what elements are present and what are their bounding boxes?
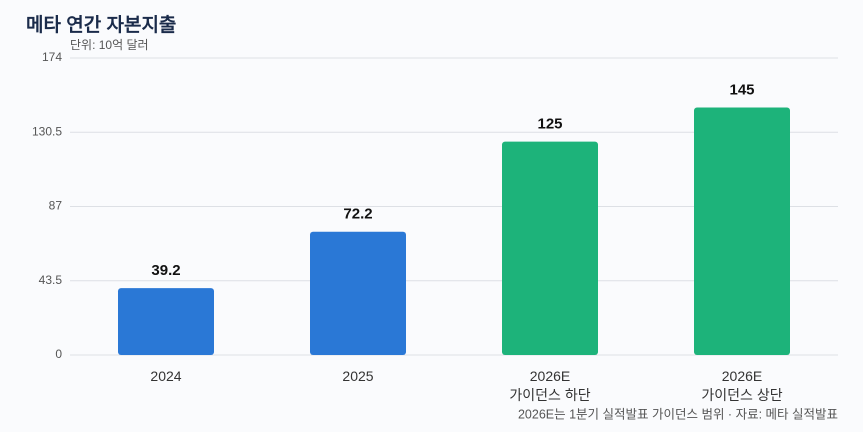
data-label: 72.2 bbox=[343, 206, 372, 223]
y-tick-label: 0 bbox=[55, 347, 62, 361]
x-tick-label: 2025 bbox=[342, 368, 374, 384]
bar bbox=[694, 107, 790, 355]
data-label: 39.2 bbox=[151, 262, 180, 279]
x-tick-label: 2026E 가이던스 하단 bbox=[509, 368, 591, 403]
y-tick-label: 87 bbox=[49, 199, 63, 213]
x-tick-label: 2024 bbox=[150, 368, 182, 384]
y-tick-label: 130.5 bbox=[32, 124, 62, 138]
data-label: 125 bbox=[537, 116, 562, 133]
y-tick-label: 43.5 bbox=[39, 273, 63, 287]
y-tick-label: 174 bbox=[42, 50, 62, 64]
data-label: 145 bbox=[729, 81, 754, 98]
footnote: 2026E는 1분기 실적발표 가이던스 범위 · 자료: 메타 실적발표 bbox=[518, 407, 838, 421]
chart-title: 메타 연간 자본지출 bbox=[26, 14, 176, 36]
bar bbox=[502, 141, 598, 355]
bar bbox=[310, 231, 406, 355]
bar bbox=[118, 288, 214, 355]
chart-subtitle: 단위: 10억 달러 bbox=[70, 38, 149, 52]
x-tick-label: 2026E 가이던스 상단 bbox=[701, 368, 783, 403]
